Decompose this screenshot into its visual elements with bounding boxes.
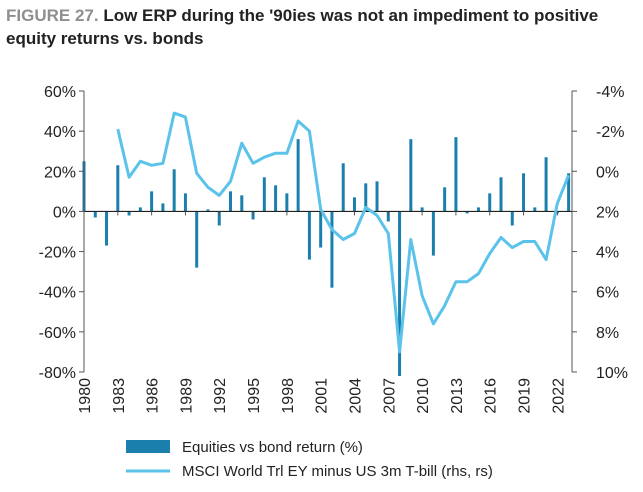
right-tick-label: 8%	[596, 325, 619, 342]
bar-1989	[183, 193, 187, 212]
left-tick-label: -60%	[39, 325, 76, 342]
left-tick-label: 60%	[44, 84, 76, 101]
bar-1984	[127, 211, 131, 216]
figure-title: FIGURE 27. Low ERP during the '90ies was…	[6, 4, 636, 50]
x-tick-label: 2016	[483, 378, 500, 414]
x-tick-label: 2019	[517, 378, 534, 414]
x-tick-label: 2004	[347, 378, 364, 414]
figure-title-text: Low ERP during the '90ies was not an imp…	[6, 6, 599, 48]
left-tick-label: 0%	[53, 204, 76, 221]
bar-series	[82, 137, 571, 377]
legend-bar-label: Equities vs bond return (%)	[182, 439, 363, 456]
left-tick-label: -40%	[39, 285, 76, 302]
bar-1990	[195, 211, 199, 268]
bar-2006	[375, 181, 379, 212]
bar-2007	[386, 211, 390, 222]
bar-1995	[251, 211, 255, 220]
right-axis: -4% -2% 0% 2% 4% 6% 8% 10%	[571, 84, 628, 382]
ey-spread-line	[116, 111, 570, 354]
bar-2019	[522, 173, 526, 212]
left-tick-label: 20%	[44, 164, 76, 181]
bar-1987	[161, 203, 165, 212]
left-tick-label: -80%	[39, 365, 76, 382]
bar-1996	[262, 177, 266, 212]
bar-2000	[307, 211, 311, 260]
left-tick-label: 40%	[44, 124, 76, 141]
x-tick-label: 1992	[212, 378, 229, 414]
x-tick-label: 1986	[145, 378, 162, 414]
x-tick-label: 1983	[111, 378, 128, 414]
x-tick-label: 2007	[381, 378, 398, 414]
bar-2017	[499, 177, 503, 212]
bar-2011	[431, 211, 435, 256]
bar-2015	[476, 207, 480, 212]
legend: Equities vs bond return (%) MSCI World T…	[126, 439, 493, 480]
bar-1988	[172, 169, 176, 212]
bar-2002	[330, 211, 334, 288]
bar-2016	[488, 193, 492, 212]
figure-label: FIGURE 27.	[6, 6, 99, 25]
bar-2023	[567, 173, 571, 212]
bar-2008	[398, 211, 402, 377]
left-axis: 60% 40% 20% 0% -20% -40% -60% -80%	[39, 84, 85, 382]
x-tick-label: 1989	[178, 378, 195, 414]
bar-2004	[352, 197, 356, 212]
right-tick-label: -4%	[596, 84, 624, 101]
legend-bar-swatch	[126, 440, 170, 453]
x-tick-label: 1980	[77, 378, 94, 414]
right-tick-label: 6%	[596, 285, 619, 302]
bar-2010	[420, 207, 424, 212]
x-tick-label: 2013	[449, 378, 466, 414]
bar-2005	[364, 183, 368, 212]
bar-2009	[409, 139, 413, 212]
bar-1982	[105, 211, 109, 246]
x-tick-label: 1998	[280, 378, 297, 414]
bar-2003	[341, 163, 345, 212]
bar-2013	[454, 137, 458, 212]
bar-1983	[116, 165, 120, 212]
left-tick-label: -20%	[39, 245, 76, 262]
bar-1997	[274, 185, 278, 212]
bar-1991	[206, 209, 210, 212]
bar-1998	[285, 193, 289, 212]
bar-1985	[138, 207, 142, 212]
bar-1992	[217, 211, 221, 226]
bar-2018	[510, 211, 514, 226]
legend-line-label: MSCI World Trl EY minus US 3m T-bill (rh…	[182, 463, 493, 480]
right-tick-label: 4%	[596, 245, 619, 262]
x-tick-label: 2001	[314, 378, 331, 414]
bar-1994	[240, 195, 244, 212]
bar-1993	[229, 191, 233, 212]
bar-2021	[544, 157, 548, 212]
right-tick-label: 10%	[596, 365, 628, 382]
line-series	[116, 111, 570, 354]
bar-2020	[533, 207, 537, 212]
right-tick-label: 0%	[596, 164, 619, 181]
right-tick-label: 2%	[596, 204, 619, 221]
bar-1981	[93, 211, 97, 218]
bar-2001	[319, 211, 323, 248]
bar-2012	[443, 187, 447, 212]
bar-1986	[150, 191, 154, 212]
x-tick-label: 2010	[415, 378, 432, 414]
right-tick-label: -2%	[596, 124, 624, 141]
bar-2014	[465, 211, 469, 214]
x-tick-label: 2022	[550, 378, 567, 414]
x-tick-label: 1995	[246, 378, 263, 414]
x-axis: 1980 1983 1986 1989 1992 1995 1998 2001 2004 2007…	[77, 211, 567, 414]
bar-1999	[296, 139, 300, 212]
